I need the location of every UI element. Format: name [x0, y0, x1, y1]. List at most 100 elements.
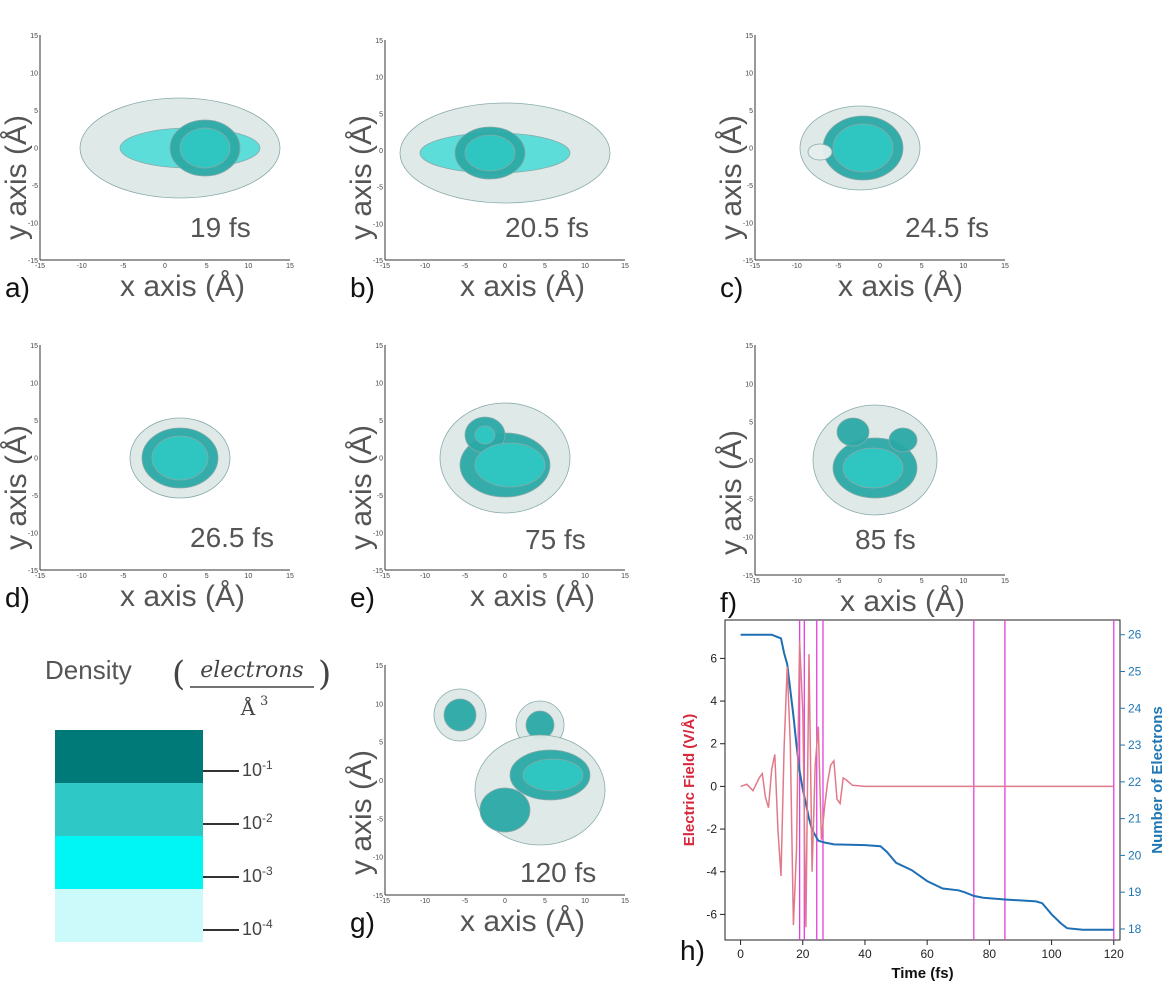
density-isosurface	[479, 787, 531, 833]
y-tick-label: -15	[743, 258, 753, 265]
x-tick-label: 5	[205, 573, 209, 580]
legend-level-label: 10-4	[242, 917, 273, 939]
y-tick-label: 10	[30, 381, 38, 388]
y-tick-label: -5	[377, 493, 383, 500]
y-left-tick-label: 2	[710, 737, 717, 751]
y-tick-label: -5	[377, 816, 383, 823]
density-isosurface	[179, 127, 231, 169]
y-tick-label: 0	[749, 146, 753, 153]
plot-frame	[724, 619, 1121, 941]
y-right-tick-label: 26	[1128, 628, 1142, 642]
x-axis-title: Time (fs)	[891, 965, 953, 982]
x-tick-label: 0	[878, 578, 882, 585]
y-tick-label: -10	[743, 221, 753, 228]
y-right-tick-label: 20	[1128, 848, 1142, 862]
x-tick-label: 10	[581, 573, 589, 580]
time-label: 26.5 fs	[190, 522, 275, 553]
y-tick-label: 5	[379, 418, 383, 425]
y-right-tick-label: 24	[1128, 701, 1142, 715]
panel-label: c)	[720, 272, 744, 303]
x-tick-label: -5	[120, 263, 126, 270]
y-right-tick-label: 22	[1128, 775, 1142, 789]
y-tick-label: 10	[745, 71, 753, 78]
y-tick-label: 15	[30, 33, 38, 40]
x-tick-label: -15	[380, 263, 390, 270]
y-tick-label: -10	[373, 221, 383, 228]
density-isosurface	[888, 427, 918, 453]
x-tick-label: -10	[420, 263, 430, 270]
y-tick-label: -10	[373, 855, 383, 862]
x-tick-label: 15	[621, 898, 629, 905]
x-tick-label: 5	[543, 573, 547, 580]
panel-label: a)	[5, 272, 30, 303]
x-tick-label: -5	[462, 263, 468, 270]
x-tick-label: 5	[920, 263, 924, 270]
y-tick-label: -15	[373, 893, 383, 900]
density-isosurface	[464, 134, 516, 172]
y-tick-label: 15	[745, 343, 753, 350]
y-left-tick-label: -6	[706, 907, 717, 921]
x-tick-label: -5	[120, 573, 126, 580]
time-label: 19 fs	[190, 212, 251, 243]
y-tick-label: -15	[28, 258, 38, 265]
x-axis-label: x axis (Å)	[120, 270, 246, 303]
y-tick-label: 15	[30, 343, 38, 350]
y-tick-label: -5	[377, 185, 383, 192]
density-isosurface	[474, 425, 496, 445]
x-tick-label: -10	[420, 898, 430, 905]
unit-numerator: electrons	[200, 658, 303, 683]
density-isosurface	[807, 143, 833, 161]
y-tick-label: 0	[749, 458, 753, 465]
y-tick-label: 10	[745, 381, 753, 388]
x-axis-label: x axis (Å)	[460, 905, 586, 938]
y-tick-label: 15	[375, 38, 383, 45]
density-isosurface	[836, 417, 870, 447]
x-tick-label: 15	[286, 573, 294, 580]
density-isosurface	[443, 698, 477, 732]
x-tick-label: -10	[792, 263, 802, 270]
density-panel: -15 -15 -10 -10 -5 -5 0 0 5 5 10 10 15 15 y axis (Å) 26…	[0, 340, 300, 580]
y-tick-label: 0	[379, 456, 383, 463]
legend-tick	[203, 823, 239, 825]
x-tick-label: -10	[77, 263, 87, 270]
y-tick-label: 5	[379, 111, 383, 118]
y-axis-label: y axis (Å)	[345, 424, 378, 550]
y-tick-label: 5	[379, 740, 383, 747]
x-tick-label: -5	[835, 263, 841, 270]
x-tick-label: 15	[1001, 578, 1009, 585]
x-tick-label: 80	[983, 947, 997, 961]
y-tick-label: -15	[373, 258, 383, 265]
x-tick-label: -15	[35, 573, 45, 580]
density-isosurface	[832, 123, 894, 173]
legend-swatch	[55, 836, 203, 889]
x-tick-label: 0	[163, 573, 167, 580]
x-tick-label: -10	[792, 578, 802, 585]
time-label: 75 fs	[525, 524, 586, 555]
legend-level-label: 10-1	[242, 758, 273, 780]
y-axis-label: y axis (Å)	[715, 429, 748, 555]
y-left-tick-label: -4	[706, 865, 717, 879]
x-tick-label: 0	[503, 573, 507, 580]
x-axis-label: x axis (Å)	[838, 270, 964, 303]
time-label: 120 fs	[520, 857, 597, 888]
time-label: 85 fs	[855, 524, 916, 555]
y-left-tick-label: -2	[706, 822, 717, 836]
y-tick-label: -10	[28, 221, 38, 228]
panel-label: b)	[350, 272, 375, 303]
y-tick-label: -5	[32, 493, 38, 500]
x-tick-label: -15	[35, 263, 45, 270]
x-tick-label: 0	[878, 263, 882, 270]
y-tick-label: -10	[743, 535, 753, 542]
y-axis-label: y axis (Å)	[715, 114, 748, 240]
y-tick-label: -5	[747, 183, 753, 190]
legend-level-label: 10-2	[242, 811, 273, 833]
x-tick-label: 15	[286, 263, 294, 270]
legend-tick	[203, 770, 239, 772]
density-panel: -15 -15 -10 -10 -5 -5 0 0 5 5 10 10 15 15 y axis (Å) 24…	[715, 30, 1015, 270]
legend-unit: ( electrons Å 3 )	[172, 654, 331, 720]
x-tick-label: 10	[581, 898, 589, 905]
x-tick-label: -10	[420, 573, 430, 580]
density-panel: -15 -15 -10 -10 -5 -5 0 0 5 5 10 10 15 15 y axis (Å) 85…	[715, 340, 1015, 585]
x-tick-label: -10	[77, 573, 87, 580]
y-axis-label: y axis (Å)	[0, 424, 33, 550]
